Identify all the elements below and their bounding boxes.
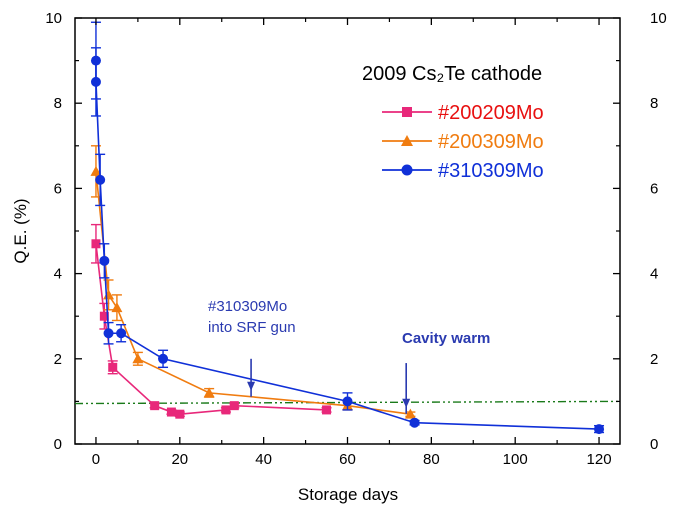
data-point: [132, 353, 144, 364]
data-point: [90, 76, 101, 87]
y-tick-label: 8: [54, 95, 62, 112]
data-point: [150, 401, 160, 411]
data-point: [203, 387, 215, 398]
x-tick-label: 120: [587, 451, 612, 468]
legend-label: #200209Mo: [438, 102, 544, 124]
data-point: [166, 407, 176, 417]
chart-title: 2009 Cs₂Te cathode: [362, 63, 542, 85]
y-tick-label-right: 4: [650, 266, 658, 283]
data-point: [221, 405, 231, 415]
data-point: [108, 362, 118, 372]
data-point: [99, 255, 110, 266]
reference-line: [74, 400, 621, 405]
annotation-text: #310309Mo: [208, 298, 287, 315]
y-tick-label: 0: [54, 436, 62, 453]
legend-label: #310309Mo: [438, 160, 544, 182]
annotation-arrowhead: [247, 381, 256, 391]
legend-marker: [401, 164, 413, 176]
data-point: [111, 302, 123, 313]
y-tick-label-right: 8: [650, 95, 658, 112]
data-point: [322, 405, 332, 415]
data-point: [409, 417, 420, 428]
data-point: [404, 408, 416, 419]
legend: #200209Mo #200309Mo #310309Mo: [382, 102, 544, 182]
x-tick-label: 40: [255, 451, 272, 468]
x-tick-label: 60: [339, 451, 356, 468]
legend-marker: [401, 135, 413, 146]
data-point: [90, 165, 102, 176]
x-tick-label: 0: [92, 451, 100, 468]
x-axis-label: Storage days: [298, 485, 398, 504]
y-tick-label: 2: [54, 351, 62, 368]
y-tick-label: 6: [54, 180, 62, 197]
y-tick-label-right: 2: [650, 351, 658, 368]
data-point: [91, 239, 101, 249]
annotations: #310309Mo into SRF gun Cavity warm: [208, 298, 490, 414]
y-tick-label-right: 0: [650, 436, 658, 453]
annotation-arrowhead: [402, 398, 411, 408]
data-point: [116, 328, 127, 339]
x-tick-label: 100: [503, 451, 528, 468]
reference-line-dashed: [74, 400, 621, 405]
legend-marker: [402, 107, 412, 117]
series-line: [95, 171, 411, 415]
series-3: [90, 21, 605, 435]
y-tick-label-right: 6: [650, 180, 658, 197]
legend-label: #200309Mo: [438, 131, 544, 153]
data-point: [594, 424, 605, 435]
data-point: [229, 401, 239, 411]
series-layer: [90, 21, 605, 435]
data-point: [103, 328, 114, 339]
series-line: [95, 60, 600, 430]
y-tick-label: 10: [45, 10, 62, 27]
y-tick-label-right: 10: [650, 10, 667, 27]
annotation-text: Cavity warm: [402, 330, 490, 347]
y-axis-label: Q.E. (%): [11, 198, 30, 263]
data-point: [342, 396, 353, 407]
series-2: [90, 145, 416, 419]
x-tick-label: 80: [423, 451, 440, 468]
data-point: [175, 409, 185, 419]
data-point: [158, 353, 169, 364]
annotation-text: into SRF gun: [208, 319, 296, 336]
y-tick-label: 4: [54, 266, 62, 283]
data-point: [95, 174, 106, 185]
axis-ticks: 0 20 40 60 80 100 120 0 0 2 2 4 4 6 6 8 8 10 10: [45, 10, 666, 468]
data-point: [99, 311, 109, 321]
x-tick-label: 20: [171, 451, 188, 468]
